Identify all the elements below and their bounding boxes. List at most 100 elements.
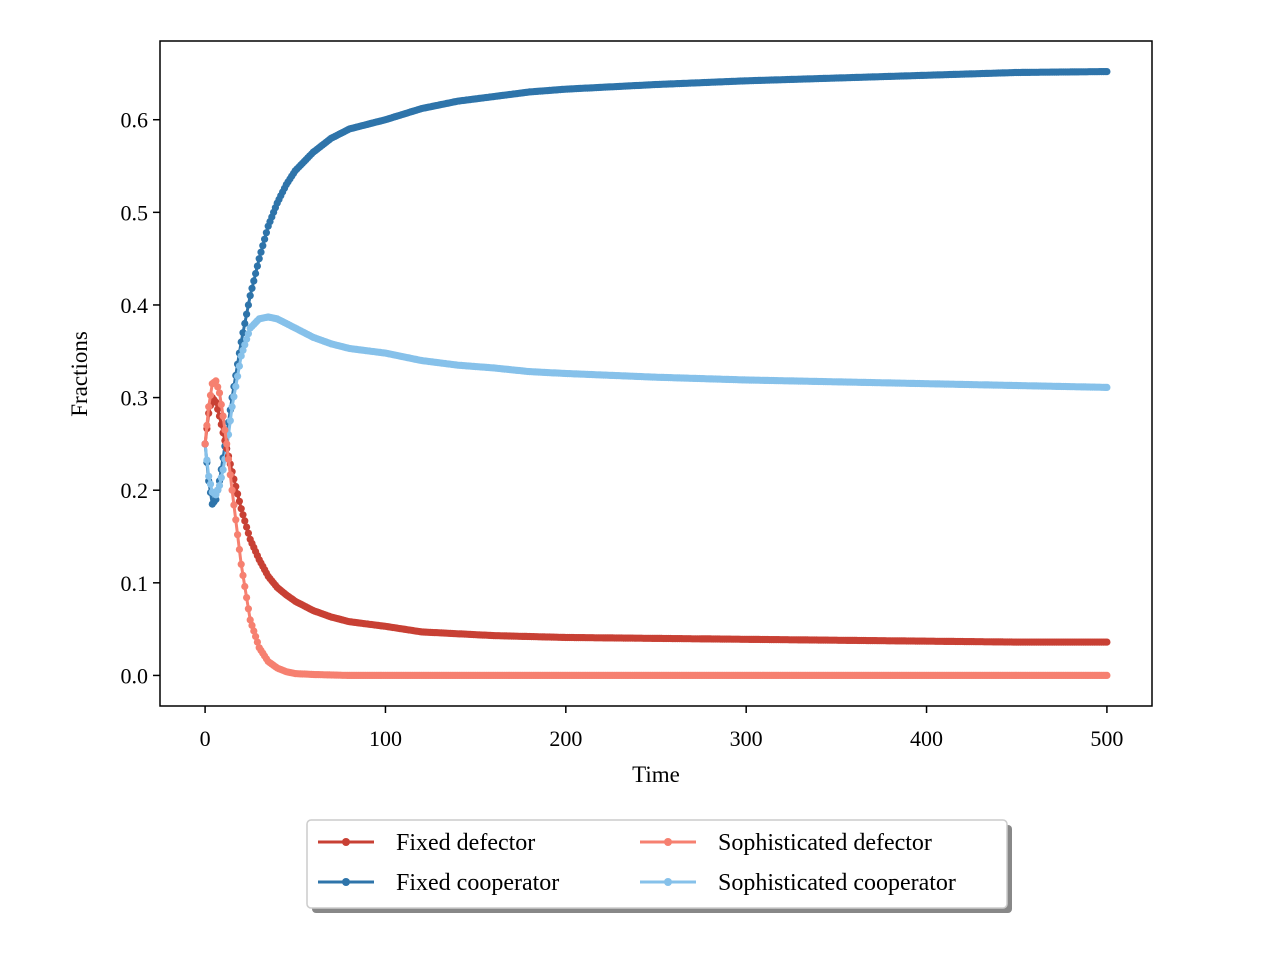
series-marker — [250, 627, 258, 635]
series-marker — [235, 545, 243, 554]
series-marker — [243, 523, 251, 531]
series-marker — [244, 301, 252, 309]
series-marker — [237, 560, 245, 568]
legend-label: Fixed cooperator — [396, 870, 559, 896]
series-marker — [235, 362, 243, 370]
legend: Fixed defector Fixed cooperator Sophistica… — [306, 819, 1012, 913]
series-marker — [243, 594, 251, 602]
series-marker — [248, 284, 256, 292]
series-marker — [217, 400, 225, 409]
series-2 — [201, 377, 1111, 680]
series-marker — [205, 472, 213, 480]
x-tick-label: 200 — [549, 726, 582, 751]
series-3 — [201, 313, 1111, 499]
series-marker — [239, 346, 247, 354]
series-marker — [219, 412, 227, 420]
series-marker — [212, 398, 220, 406]
legend-entries: Fixed defector Fixed cooperator Sophistica… — [318, 830, 956, 896]
series-marker — [206, 391, 215, 399]
x-axis-label: Time — [632, 762, 680, 787]
series-marker — [234, 490, 242, 498]
series-marker — [244, 330, 252, 338]
series-marker — [243, 310, 251, 318]
series-marker — [215, 389, 224, 397]
legend-swatch-marker — [664, 838, 672, 846]
series-0 — [201, 394, 1111, 646]
series-marker — [241, 341, 249, 349]
legend-box — [306, 819, 1008, 909]
series-marker — [241, 319, 249, 328]
series-marker — [246, 292, 254, 300]
series-marker — [205, 403, 213, 411]
series-marker — [235, 497, 243, 505]
legend-entry: Sophisticated cooperator — [640, 870, 956, 896]
series-marker — [243, 335, 251, 343]
series-marker — [203, 456, 211, 464]
series-marker — [232, 516, 240, 524]
series-marker — [226, 417, 234, 425]
legend-entry: Sophisticated defector — [640, 830, 932, 856]
series-marker — [250, 277, 258, 285]
series-marker — [234, 372, 242, 380]
y-tick-label: 0.3 — [121, 386, 149, 411]
y-axis: 0.0 0.1 0.2 0.3 0.4 0.5 0.6 — [121, 108, 160, 688]
series-marker — [261, 235, 269, 243]
series-marker — [1103, 638, 1111, 646]
series-marker — [215, 482, 224, 490]
series-marker — [241, 582, 249, 591]
series-marker — [226, 471, 234, 479]
series-marker — [201, 440, 209, 448]
x-tick-label: 0 — [200, 726, 211, 751]
x-tick-label: 100 — [369, 726, 402, 751]
x-tick-label: 500 — [1090, 726, 1123, 751]
series-marker — [203, 421, 211, 429]
y-tick-label: 0.0 — [121, 663, 149, 688]
series-marker — [234, 531, 242, 539]
series-marker — [221, 426, 229, 434]
series-marker — [257, 248, 265, 256]
legend-entry: Fixed defector — [318, 830, 535, 856]
series-marker — [1103, 68, 1111, 76]
series-marker — [248, 621, 256, 630]
series-marker — [253, 638, 261, 646]
legend-swatch-marker — [342, 878, 350, 886]
series-marker — [239, 511, 247, 519]
series-marker — [237, 352, 245, 360]
series-marker — [230, 393, 238, 401]
series-marker — [228, 486, 236, 494]
series-marker — [241, 517, 249, 525]
series-marker — [212, 377, 220, 385]
legend-label: Sophisticated cooperator — [718, 870, 956, 896]
series-marker — [255, 255, 263, 263]
series-marker — [244, 529, 252, 537]
series-marker — [228, 403, 236, 411]
series-marker — [237, 505, 245, 513]
series-marker — [1103, 383, 1111, 391]
legend-entry: Fixed cooperator — [318, 870, 559, 896]
series-marker — [224, 455, 233, 463]
series-marker — [252, 632, 260, 641]
series-marker — [206, 480, 215, 488]
series-marker — [214, 383, 222, 391]
plot-area — [201, 68, 1111, 680]
legend-label: Fixed defector — [396, 830, 535, 856]
plot-frame — [159, 40, 1153, 707]
legend-label: Sophisticated defector — [718, 830, 932, 856]
y-tick-label: 0.5 — [121, 200, 149, 225]
series-marker — [217, 474, 225, 482]
legend-swatch-marker — [664, 878, 672, 886]
legend-swatch-marker — [342, 838, 350, 846]
series-marker — [246, 616, 254, 624]
x-axis: 0 100 200 300 400 500 — [200, 706, 1123, 751]
series-marker — [259, 242, 267, 250]
series-marker — [252, 269, 260, 278]
series-marker — [262, 229, 270, 237]
series-marker — [230, 501, 238, 509]
series-marker — [232, 382, 240, 391]
y-tick-label: 0.2 — [121, 478, 149, 503]
series-marker — [219, 466, 227, 474]
series-marker — [223, 440, 231, 448]
y-tick-label: 0.1 — [121, 571, 149, 596]
series-marker — [253, 262, 261, 270]
